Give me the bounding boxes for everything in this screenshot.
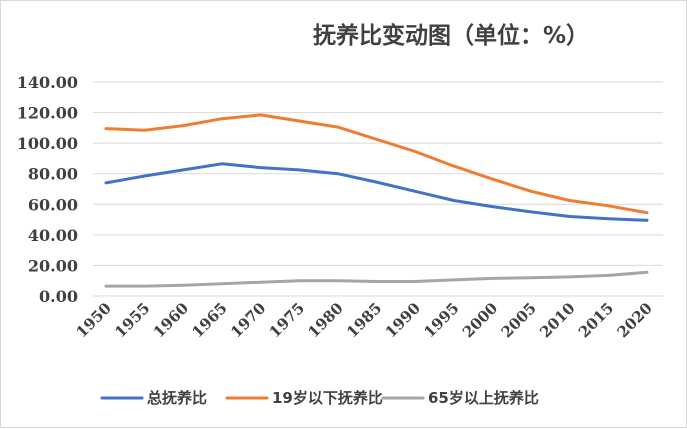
y-tick-label: 120.00	[17, 104, 78, 123]
legend-label-3: 65岁以上抚养比	[428, 389, 539, 407]
x-tick-label: 1990	[382, 299, 424, 341]
y-tick-label: 60.00	[28, 195, 78, 214]
x-tick-label: 2020	[614, 299, 656, 341]
x-tick-label: 1955	[111, 299, 153, 341]
x-tick-label: 1970	[227, 299, 269, 341]
series-line-2	[104, 113, 649, 215]
x-tick-label: 1995	[420, 299, 462, 341]
y-tick-label: 20.00	[28, 256, 78, 275]
x-tick-label: 1985	[343, 299, 385, 341]
y-tick-label: 40.00	[28, 226, 78, 245]
series-line-1	[104, 162, 649, 222]
y-tick-label: 80.00	[28, 165, 78, 184]
x-tick-label: 1950	[73, 299, 115, 341]
legend-label-1: 总抚养比	[147, 389, 207, 407]
x-tick-label: 2000	[459, 299, 501, 341]
y-tick-label: 100.00	[17, 134, 78, 153]
series-line-3	[104, 270, 649, 288]
x-tick-label: 1960	[150, 299, 192, 341]
y-tick-label: 140.00	[17, 73, 78, 92]
x-tick-label: 2005	[498, 299, 540, 341]
x-axis-ticks: 1950195519601965197019751980198519901995…	[73, 299, 656, 341]
y-tick-label: 0.00	[39, 287, 78, 306]
y-axis-ticks: 0.00 20.00 40.00 60.00 80.00 100.00 120.00 140.…	[17, 73, 78, 306]
chart-title: 抚养比变动图（单位：%）	[313, 22, 589, 49]
legend: 总抚养比 19岁以下抚养比 65岁以上抚养比	[100, 389, 539, 407]
x-tick-label: 1975	[266, 299, 308, 341]
x-tick-label: 2010	[536, 299, 578, 341]
x-tick-label: 1965	[189, 299, 231, 341]
x-tick-label: 2015	[575, 299, 617, 341]
series-layer	[104, 113, 649, 288]
x-tick-label: 1980	[304, 299, 346, 341]
grid-layer	[93, 81, 663, 297]
legend-label-2: 19岁以下抚养比	[272, 389, 383, 407]
